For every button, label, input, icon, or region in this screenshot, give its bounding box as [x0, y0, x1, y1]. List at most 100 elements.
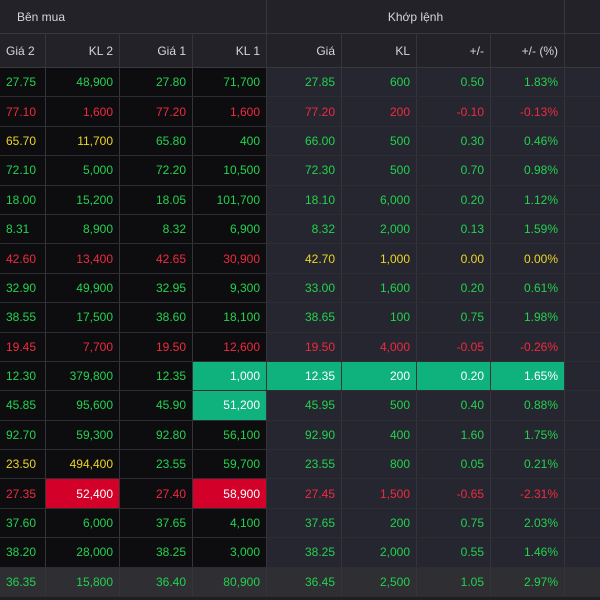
cell-change-pct: 1.83%: [491, 68, 565, 97]
cell-kl-2: 52,400: [46, 479, 120, 508]
table-row[interactable]: 36.35 15,800 36.40 80,900 36.45 2,500 1.05 2.97…: [0, 567, 600, 598]
table-row[interactable]: 27.35 52,400 27.40 58,900 27.45 1,500 -0.65 -2.…: [0, 479, 600, 509]
cell-kl: 500: [342, 126, 417, 156]
table-row[interactable]: 8.31 8,900 8.32 6,900 8.32 2,000 0.13 1.59%: [0, 214, 600, 245]
cell-gia: 33.00: [267, 273, 342, 303]
table-row[interactable]: 92.70 59,300 92.80 56,100 92.90 400 1.60 1.75%: [0, 420, 600, 451]
col-header-kl-1[interactable]: KL 1: [193, 34, 267, 67]
table-row[interactable]: 77.10 1,600 77.20 1,600 77.20 200 -0.10 -0.13%: [0, 97, 600, 127]
cell-change: -0.65: [417, 479, 491, 508]
cell-gia-1: 27.80: [120, 68, 193, 97]
cell-spacer: [565, 156, 600, 185]
cell-change: 0.00: [417, 244, 491, 273]
cell-change-pct: 1.98%: [491, 303, 565, 332]
col-header-spacer: [565, 34, 600, 67]
table-row[interactable]: 12.30 379,800 12.35 1,000 12.35 200 0.20 1.65%: [0, 361, 600, 392]
group-spacer: [565, 0, 600, 33]
col-header-change[interactable]: +/-: [417, 34, 491, 67]
cell-change-pct: 1.65%: [491, 361, 565, 391]
cell-spacer: [565, 361, 600, 391]
cell-gia: 18.10: [267, 185, 342, 214]
cell-change-pct: 0.61%: [491, 273, 565, 303]
table-row[interactable]: 42.60 13,400 42.65 30,900 42.70 1,000 0.00 0.00…: [0, 244, 600, 274]
col-header-gia-2[interactable]: Giá 2: [0, 34, 46, 67]
cell-kl-1: 58,900: [193, 479, 267, 508]
cell-gia-1: 18.05: [120, 185, 193, 214]
cell-spacer: [565, 185, 600, 214]
cell-gia-2: 27.75: [0, 68, 46, 97]
cell-change-pct: 0.88%: [491, 391, 565, 420]
cell-kl: 200: [342, 361, 417, 391]
cell-change: 0.70: [417, 156, 491, 185]
cell-change: 0.20: [417, 185, 491, 214]
cell-kl-2: 8,900: [46, 214, 120, 244]
cell-kl-2: 7,700: [46, 332, 120, 361]
cell-spacer: [565, 450, 600, 479]
cell-gia-1: 27.40: [120, 479, 193, 508]
cell-gia-1: 77.20: [120, 97, 193, 126]
table-row[interactable]: 65.70 11,700 65.80 400 66.00 500 0.30 0.46%: [0, 126, 600, 157]
cell-gia: 19.50: [267, 332, 342, 361]
cell-gia-2: 38.55: [0, 303, 46, 332]
cell-gia-2: 36.35: [0, 567, 46, 597]
cell-change-pct: 1.75%: [491, 420, 565, 450]
cell-kl: 800: [342, 450, 417, 479]
cell-gia: 23.55: [267, 450, 342, 479]
cell-kl: 1,600: [342, 273, 417, 303]
cell-spacer: [565, 68, 600, 97]
table-row[interactable]: 38.55 17,500 38.60 18,100 38.65 100 0.75 1.98%: [0, 303, 600, 333]
table-row[interactable]: 38.20 28,000 38.25 3,000 38.25 2,000 0.55 1.46%: [0, 538, 600, 568]
cell-kl-2: 95,600: [46, 391, 120, 420]
cell-gia-1: 92.80: [120, 420, 193, 450]
cell-kl-2: 17,500: [46, 303, 120, 332]
cell-kl: 600: [342, 68, 417, 97]
table-row[interactable]: 45.85 95,600 45.90 51,200 45.95 500 0.40 0.88%: [0, 391, 600, 421]
cell-change-pct: 1.12%: [491, 185, 565, 214]
cell-change: 0.55: [417, 538, 491, 567]
cell-kl-2: 5,000: [46, 156, 120, 185]
col-header-gia-1[interactable]: Giá 1: [120, 34, 193, 67]
cell-gia: 36.45: [267, 567, 342, 597]
col-header-gia[interactable]: Giá: [267, 34, 342, 67]
col-header-kl-2[interactable]: KL 2: [46, 34, 120, 67]
cell-gia-2: 42.60: [0, 244, 46, 273]
cell-gia-1: 19.50: [120, 332, 193, 361]
col-header-change-pct[interactable]: +/- (%): [491, 34, 565, 67]
cell-kl-1: 3,000: [193, 538, 267, 567]
cell-gia-2: 45.85: [0, 391, 46, 420]
cell-kl-2: 379,800: [46, 361, 120, 391]
table-row[interactable]: 27.75 48,900 27.80 71,700 27.85 600 0.50 1.83%: [0, 68, 600, 98]
cell-kl-1: 1,000: [193, 361, 267, 391]
cell-gia-1: 32.95: [120, 273, 193, 303]
cell-kl-1: 101,700: [193, 185, 267, 214]
cell-change: 1.60: [417, 420, 491, 450]
cell-kl: 500: [342, 391, 417, 420]
cell-spacer: [565, 479, 600, 508]
cell-kl-2: 15,800: [46, 567, 120, 597]
col-header-kl[interactable]: KL: [342, 34, 417, 67]
cell-kl: 1,500: [342, 479, 417, 508]
cell-gia-2: 32.90: [0, 273, 46, 303]
cell-kl-2: 59,300: [46, 420, 120, 450]
table-row[interactable]: 23.50 494,400 23.55 59,700 23.55 800 0.05 0.21%: [0, 450, 600, 480]
table-row[interactable]: 72.10 5,000 72.20 10,500 72.30 500 0.70 0.98%: [0, 156, 600, 186]
cell-spacer: [565, 214, 600, 244]
cell-kl-2: 13,400: [46, 244, 120, 273]
cell-spacer: [565, 332, 600, 361]
cell-kl-1: 400: [193, 126, 267, 156]
cell-gia-2: 65.70: [0, 126, 46, 156]
cell-gia: 38.65: [267, 303, 342, 332]
cell-gia-1: 23.55: [120, 450, 193, 479]
cell-change: 0.13: [417, 214, 491, 244]
cell-kl-1: 10,500: [193, 156, 267, 185]
cell-gia: 72.30: [267, 156, 342, 185]
cell-change: 0.40: [417, 391, 491, 420]
table-row[interactable]: 19.45 7,700 19.50 12,600 19.50 4,000 -0.05 -0.2…: [0, 332, 600, 362]
cell-kl-1: 4,100: [193, 508, 267, 538]
table-row[interactable]: 32.90 49,900 32.95 9,300 33.00 1,600 0.20 0.61%: [0, 273, 600, 304]
cell-gia-1: 8.32: [120, 214, 193, 244]
cell-kl-2: 15,200: [46, 185, 120, 214]
table-row[interactable]: 37.60 6,000 37.65 4,100 37.65 200 0.75 2.03%: [0, 508, 600, 539]
table-row[interactable]: 18.00 15,200 18.05 101,700 18.10 6,000 0.20 1.1…: [0, 185, 600, 215]
cell-change-pct: 0.21%: [491, 450, 565, 479]
